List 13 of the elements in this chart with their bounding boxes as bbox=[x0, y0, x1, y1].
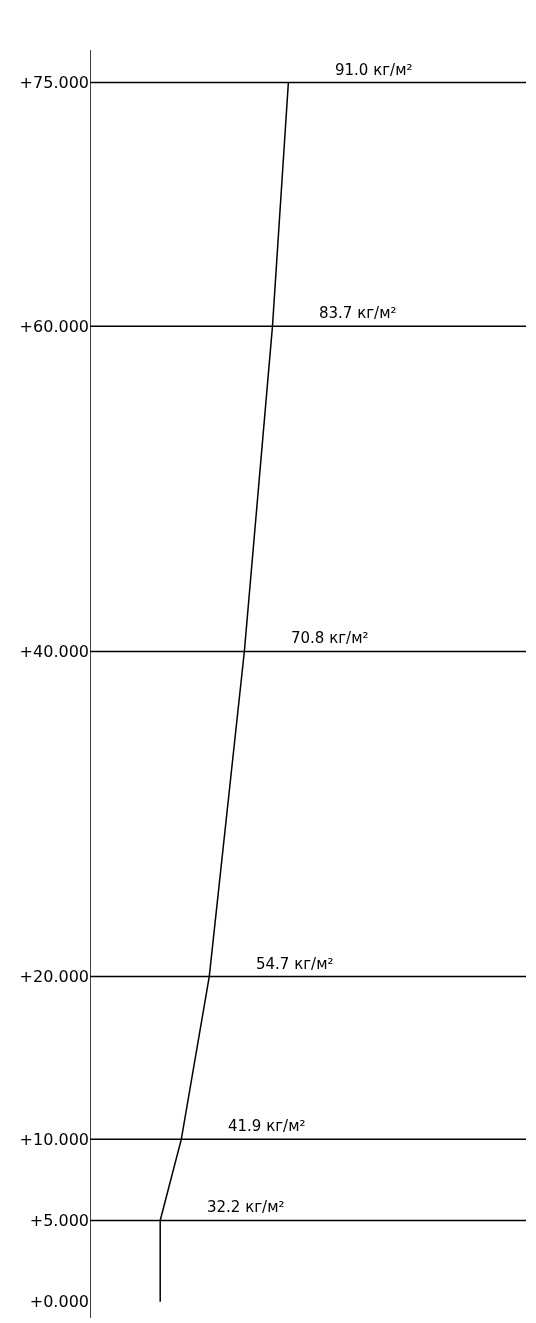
y-tick-label: +40.000 bbox=[19, 642, 89, 662]
data-label: 70.8 кг/м² bbox=[291, 629, 369, 647]
y-tick-label: +75.000 bbox=[19, 73, 89, 93]
y-tick-label: +0.000 bbox=[29, 1292, 89, 1312]
y-tick-label: +10.000 bbox=[19, 1129, 89, 1149]
y-tick-label: +5.000 bbox=[29, 1211, 89, 1231]
data-label: 54.7 кг/м² bbox=[256, 955, 334, 973]
y-tick-label: +60.000 bbox=[19, 316, 89, 336]
y-tick-label: +20.000 bbox=[19, 967, 89, 987]
data-label: 91.0 кг/м² bbox=[335, 61, 413, 79]
data-label: 41.9 кг/м² bbox=[228, 1117, 306, 1135]
data-label: 83.7 кг/м² bbox=[319, 304, 397, 322]
data-label: 32.2 кг/м² bbox=[207, 1198, 285, 1216]
